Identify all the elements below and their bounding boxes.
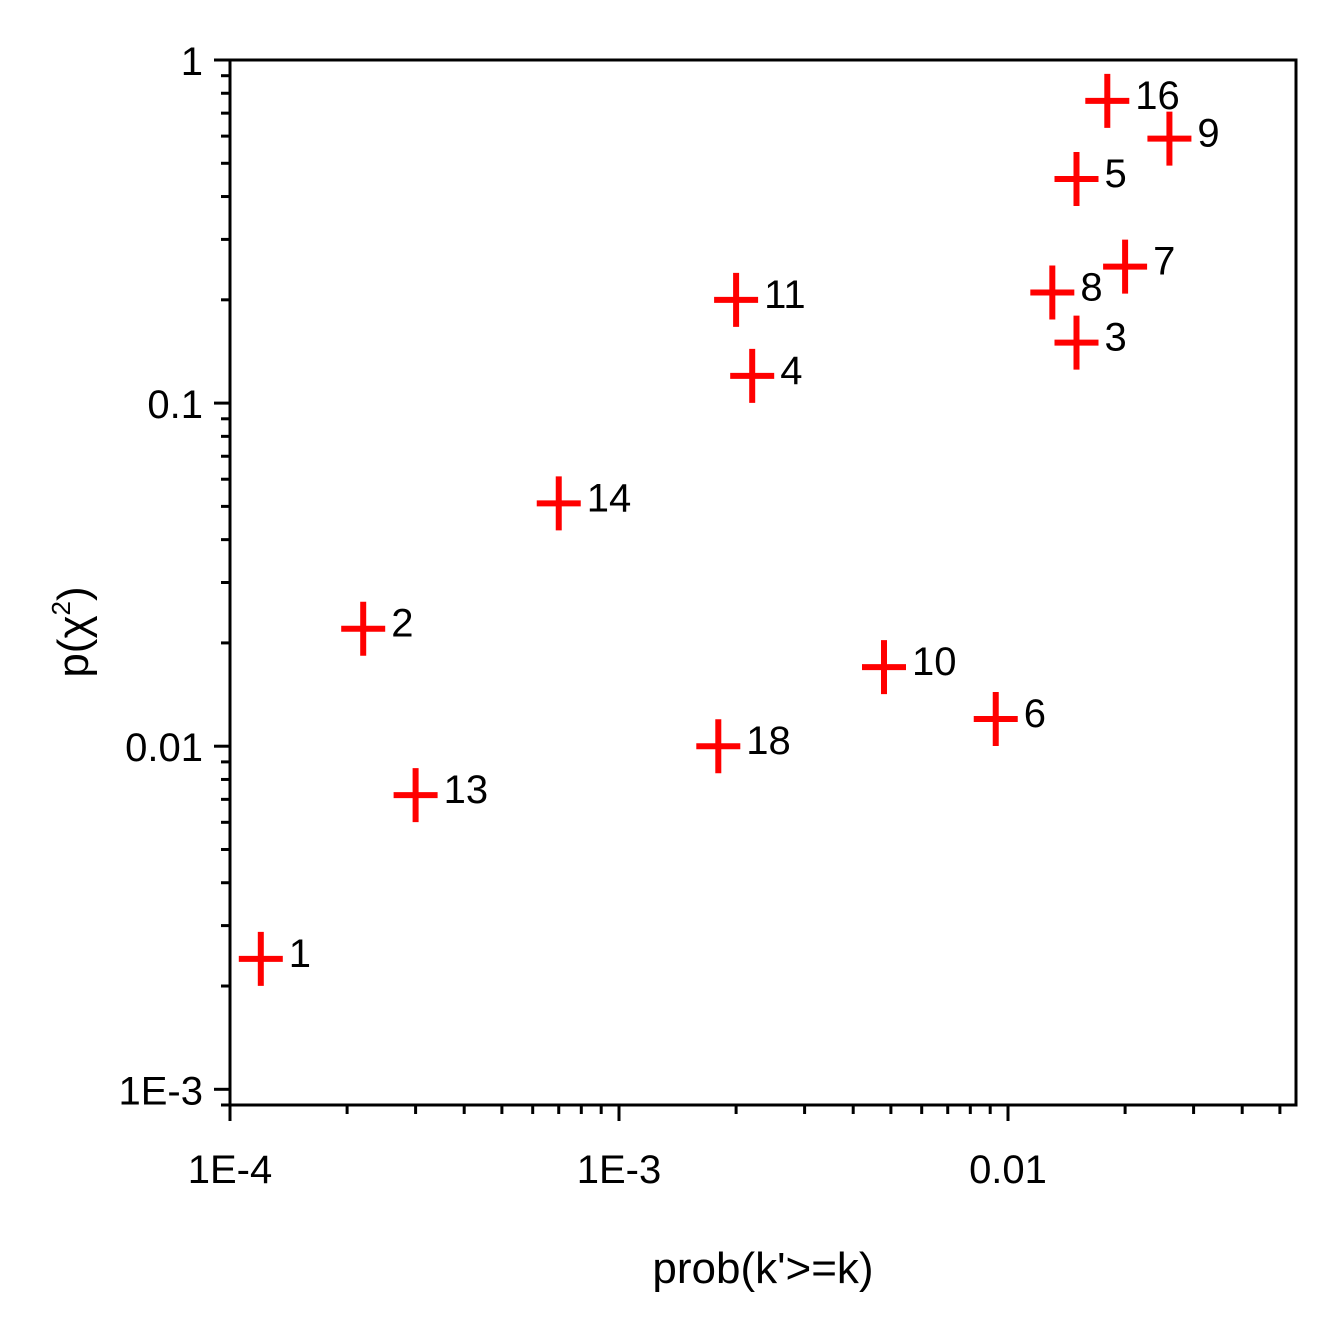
data-point-13: 13 <box>393 768 489 823</box>
data-point-16: 16 <box>1085 73 1180 128</box>
data-point-10: 10 <box>862 640 957 695</box>
point-label: 18 <box>746 719 791 763</box>
plot-frame <box>228 58 1298 1107</box>
point-label: 8 <box>1080 266 1102 310</box>
point-label: 6 <box>1024 692 1046 736</box>
y-tick-label: 1E-3 <box>119 1069 204 1113</box>
data-point-8: 8 <box>1030 265 1103 320</box>
y-tick-label: 1 <box>181 40 203 84</box>
y-tick-label: 0.01 <box>125 726 203 770</box>
data-point-5: 5 <box>1054 151 1127 206</box>
point-label: 10 <box>912 640 957 684</box>
x-axis-ticks <box>228 1105 1282 1121</box>
y-axis-title: p(χ2) <box>46 586 98 677</box>
point-label: 11 <box>764 273 806 317</box>
point-label: 2 <box>391 602 413 646</box>
data-points: 1 2 3 4 5 6 7 8 9 10 11 13 14 16 18 <box>238 73 1220 986</box>
data-point-11: 11 <box>714 272 806 327</box>
point-label: 14 <box>587 476 632 520</box>
y-axis-title-superscript: 2 <box>46 601 76 615</box>
point-label: 9 <box>1197 112 1219 156</box>
point-label: 4 <box>780 349 802 393</box>
x-tick-label: 1E-3 <box>577 1148 662 1192</box>
x-axis-tick-labels: 1E-4 1E-3 0.01 <box>188 1148 1047 1192</box>
data-point-9: 9 <box>1147 111 1220 166</box>
x-tick-label: 1E-4 <box>188 1148 273 1192</box>
point-label: 5 <box>1104 152 1126 196</box>
data-point-1: 1 <box>238 931 311 986</box>
data-point-18: 18 <box>696 719 791 774</box>
data-point-4: 4 <box>730 348 802 403</box>
y-tick-label: 0.1 <box>147 383 203 427</box>
y-axis-tick-labels: 1E-3 0.01 0.1 1 <box>119 40 204 1113</box>
point-label: 13 <box>444 768 489 812</box>
point-label: 7 <box>1153 240 1175 284</box>
y-axis-ticks <box>214 58 230 1107</box>
point-label: 3 <box>1104 316 1126 360</box>
data-point-14: 14 <box>536 476 632 531</box>
data-point-7: 7 <box>1103 240 1175 294</box>
y-axis-title-close: ) <box>49 586 98 601</box>
x-axis-title: prob(k'>=k) <box>652 1244 873 1293</box>
y-axis-title-base: p(χ <box>49 615 98 677</box>
data-point-6: 6 <box>973 692 1046 747</box>
x-tick-label: 0.01 <box>969 1148 1047 1192</box>
data-point-3: 3 <box>1054 315 1127 370</box>
data-point-2: 2 <box>341 601 413 656</box>
point-label: 1 <box>289 932 311 976</box>
point-label: 16 <box>1135 74 1180 118</box>
